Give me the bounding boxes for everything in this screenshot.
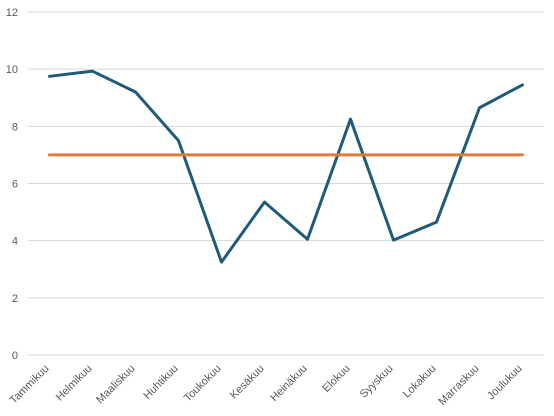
x-tick-label: Tammikuu [8, 363, 52, 407]
gridlines [28, 11, 544, 356]
x-axis-tick-labels: Tammikuu Helmikuu Maaliskuu Huhtikuu Toukoku… [8, 363, 525, 408]
x-tick-label: Joulukuu [485, 363, 525, 403]
x-tick-label: Elokuu [320, 363, 352, 395]
y-tick-label: 6 [12, 179, 18, 191]
x-tick-label: Syyskuu [358, 363, 396, 401]
x-tick-label: Toukokuu [182, 363, 224, 405]
x-tick-label: Kesäkuu [228, 363, 267, 402]
x-tick-label: Heinäkuu [268, 363, 309, 404]
y-tick-label: 0 [12, 350, 18, 362]
x-tick-label: Huhtikuu [141, 363, 180, 402]
y-tick-label: 2 [12, 293, 18, 305]
y-tick-label: 10 [6, 64, 18, 76]
x-tick-label: Helmikuu [54, 363, 95, 404]
x-tick-label: Lokakuu [401, 363, 439, 401]
series-line-1 [48, 69, 524, 264]
series-lines [48, 69, 524, 264]
y-axis-tick-labels: 0 2 4 6 8 10 12 [6, 7, 18, 362]
y-tick-label: 12 [6, 7, 18, 19]
x-tick-label: Marraskuu [436, 363, 481, 408]
y-tick-label: 4 [12, 236, 18, 248]
x-tick-label: Maaliskuu [94, 363, 138, 407]
y-tick-label: 8 [12, 121, 18, 133]
